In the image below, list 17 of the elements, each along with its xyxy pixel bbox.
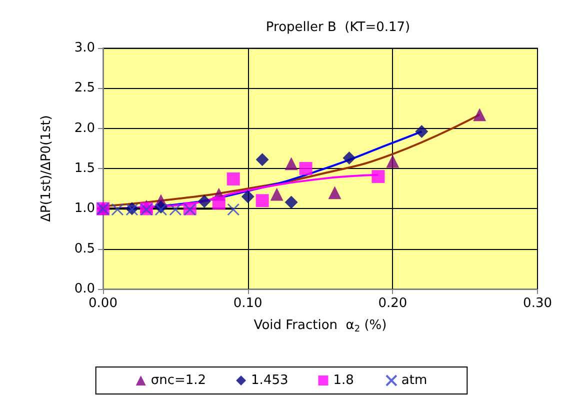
y-tick-label: 3.0 xyxy=(74,40,95,56)
y-tick-label: 1.5 xyxy=(74,161,95,176)
y-tick-label: 0.5 xyxy=(74,241,95,256)
y-tick-label: 2.5 xyxy=(74,80,95,96)
x-tick-label: 0.20 xyxy=(378,296,408,311)
y-axis-title: ΔP(1st)/ΔP0(1st) xyxy=(39,115,54,222)
legend-label: 1.453 xyxy=(251,373,288,388)
chart-title: Propeller B (KT=0.17) xyxy=(266,20,410,35)
y-tick-label: 2.0 xyxy=(74,120,95,136)
legend-label: σnc=1.2 xyxy=(150,373,206,388)
y-tick-label: 1.0 xyxy=(74,201,95,216)
legend-label: atm xyxy=(401,373,428,388)
y-tick-label: 0.0 xyxy=(74,282,95,296)
x-tick-label: 0.00 xyxy=(88,296,118,311)
x-tick-label: 0.30 xyxy=(523,296,552,311)
x-tick-label: 0.10 xyxy=(233,296,262,311)
legend-label: 1.8 xyxy=(333,373,354,388)
